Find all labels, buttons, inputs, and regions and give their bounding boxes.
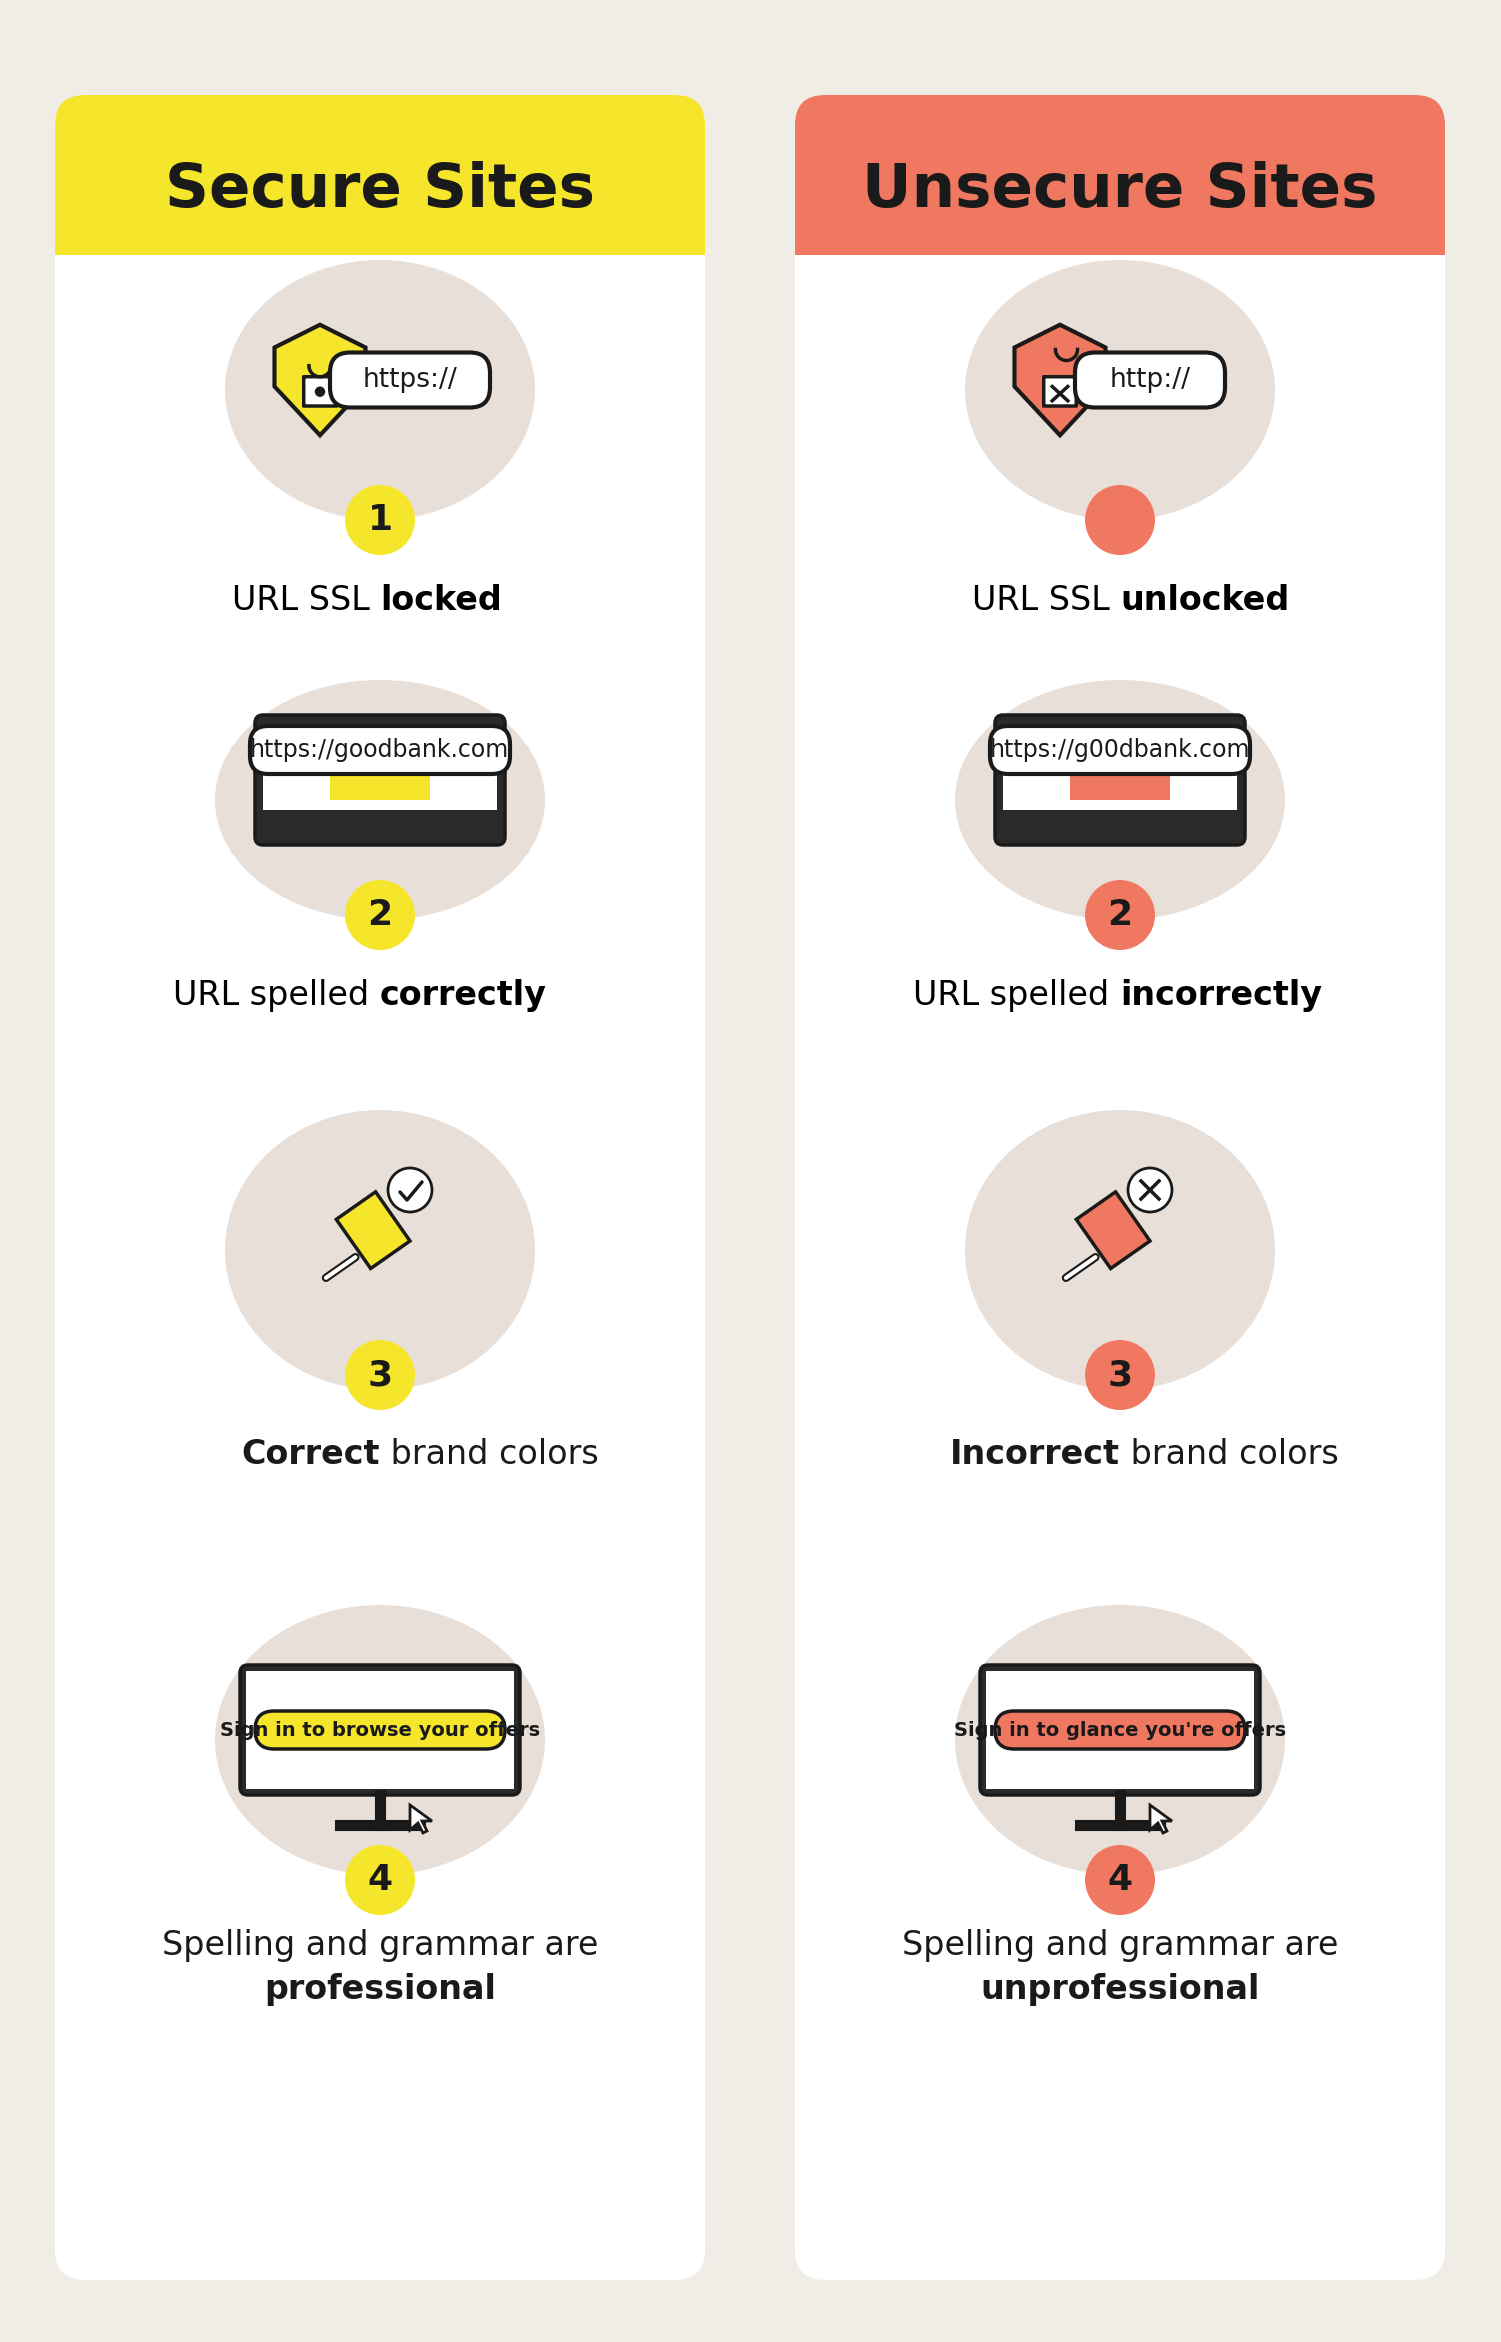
Circle shape <box>1027 728 1040 742</box>
Polygon shape <box>1076 1192 1150 1269</box>
Text: URL SSL: URL SSL <box>971 583 1120 616</box>
FancyBboxPatch shape <box>240 1665 519 1794</box>
Text: Unsecure Sites: Unsecure Sites <box>862 162 1378 220</box>
Text: brand colors: brand colors <box>380 1438 599 1471</box>
Text: 1: 1 <box>368 504 393 536</box>
Ellipse shape <box>965 260 1274 520</box>
FancyBboxPatch shape <box>1043 377 1076 405</box>
FancyBboxPatch shape <box>1075 354 1225 408</box>
Polygon shape <box>336 1192 410 1269</box>
FancyBboxPatch shape <box>796 96 1445 255</box>
Circle shape <box>345 881 414 951</box>
Circle shape <box>269 728 282 742</box>
Bar <box>330 761 429 801</box>
Circle shape <box>287 728 300 742</box>
Bar <box>246 1670 513 1789</box>
FancyBboxPatch shape <box>56 96 705 2281</box>
Ellipse shape <box>965 1110 1274 1391</box>
Text: correctly: correctly <box>380 979 546 1012</box>
Text: https://goodbank.com: https://goodbank.com <box>251 738 510 761</box>
Text: Spelling and grammar are: Spelling and grammar are <box>162 1927 599 1963</box>
Ellipse shape <box>215 1604 545 1876</box>
Text: Sign in to glance you're offers: Sign in to glance you're offers <box>955 1721 1286 1740</box>
Circle shape <box>345 1340 414 1410</box>
FancyBboxPatch shape <box>995 714 1244 845</box>
Circle shape <box>315 386 326 396</box>
FancyBboxPatch shape <box>330 354 489 408</box>
Text: Incorrect: Incorrect <box>950 1438 1120 1471</box>
Circle shape <box>1085 485 1154 555</box>
Circle shape <box>305 728 318 742</box>
Circle shape <box>1085 881 1154 951</box>
Text: URL SSL: URL SSL <box>231 583 380 616</box>
Bar <box>1070 761 1169 801</box>
FancyBboxPatch shape <box>991 726 1250 773</box>
Ellipse shape <box>955 679 1285 920</box>
Text: 3: 3 <box>1108 1358 1133 1391</box>
Bar <box>1003 754 1237 810</box>
Text: incorrectly: incorrectly <box>1120 979 1322 1012</box>
Circle shape <box>345 485 414 555</box>
Polygon shape <box>275 326 366 436</box>
Text: professional: professional <box>264 1974 495 2007</box>
Text: unlocked: unlocked <box>1120 583 1289 616</box>
Text: 2: 2 <box>1108 897 1133 932</box>
Text: https://g00dbank.com: https://g00dbank.com <box>989 738 1250 761</box>
Text: brand colors: brand colors <box>1120 1438 1339 1471</box>
Circle shape <box>387 1169 432 1213</box>
Text: Spelling and grammar are: Spelling and grammar are <box>902 1927 1339 1963</box>
FancyBboxPatch shape <box>255 1712 504 1749</box>
Text: 2: 2 <box>368 897 393 932</box>
Ellipse shape <box>225 1110 534 1391</box>
Text: 4: 4 <box>1108 1862 1133 1897</box>
FancyBboxPatch shape <box>56 96 705 255</box>
Text: locked: locked <box>380 583 501 616</box>
Circle shape <box>1127 1169 1172 1213</box>
Text: https://: https:// <box>363 368 458 393</box>
FancyBboxPatch shape <box>796 96 1445 2281</box>
Polygon shape <box>410 1806 432 1834</box>
Circle shape <box>1045 728 1058 742</box>
Circle shape <box>345 1845 414 1916</box>
Ellipse shape <box>215 679 545 920</box>
Text: unprofessional: unprofessional <box>980 1974 1259 2007</box>
Ellipse shape <box>225 260 534 520</box>
FancyBboxPatch shape <box>255 714 504 845</box>
Polygon shape <box>1015 326 1106 436</box>
Bar <box>263 754 497 810</box>
FancyBboxPatch shape <box>995 1712 1244 1749</box>
Bar <box>986 1670 1253 1789</box>
Text: URL spelled: URL spelled <box>173 979 380 1012</box>
Ellipse shape <box>955 1604 1285 1876</box>
Text: URL spelled: URL spelled <box>913 979 1120 1012</box>
FancyBboxPatch shape <box>303 377 336 405</box>
Circle shape <box>1085 1340 1154 1410</box>
FancyBboxPatch shape <box>980 1665 1259 1794</box>
Text: http://: http:// <box>1109 368 1190 393</box>
Circle shape <box>1085 1845 1154 1916</box>
Bar <box>56 176 705 255</box>
Polygon shape <box>1150 1806 1172 1834</box>
Text: Correct: Correct <box>242 1438 380 1471</box>
Bar <box>796 176 1445 255</box>
Text: Secure Sites: Secure Sites <box>165 162 594 220</box>
Text: 3: 3 <box>368 1358 393 1391</box>
FancyBboxPatch shape <box>251 726 510 773</box>
Circle shape <box>1009 728 1022 742</box>
Text: Sign in to browse your offers: Sign in to browse your offers <box>221 1721 540 1740</box>
Text: 4: 4 <box>368 1862 393 1897</box>
